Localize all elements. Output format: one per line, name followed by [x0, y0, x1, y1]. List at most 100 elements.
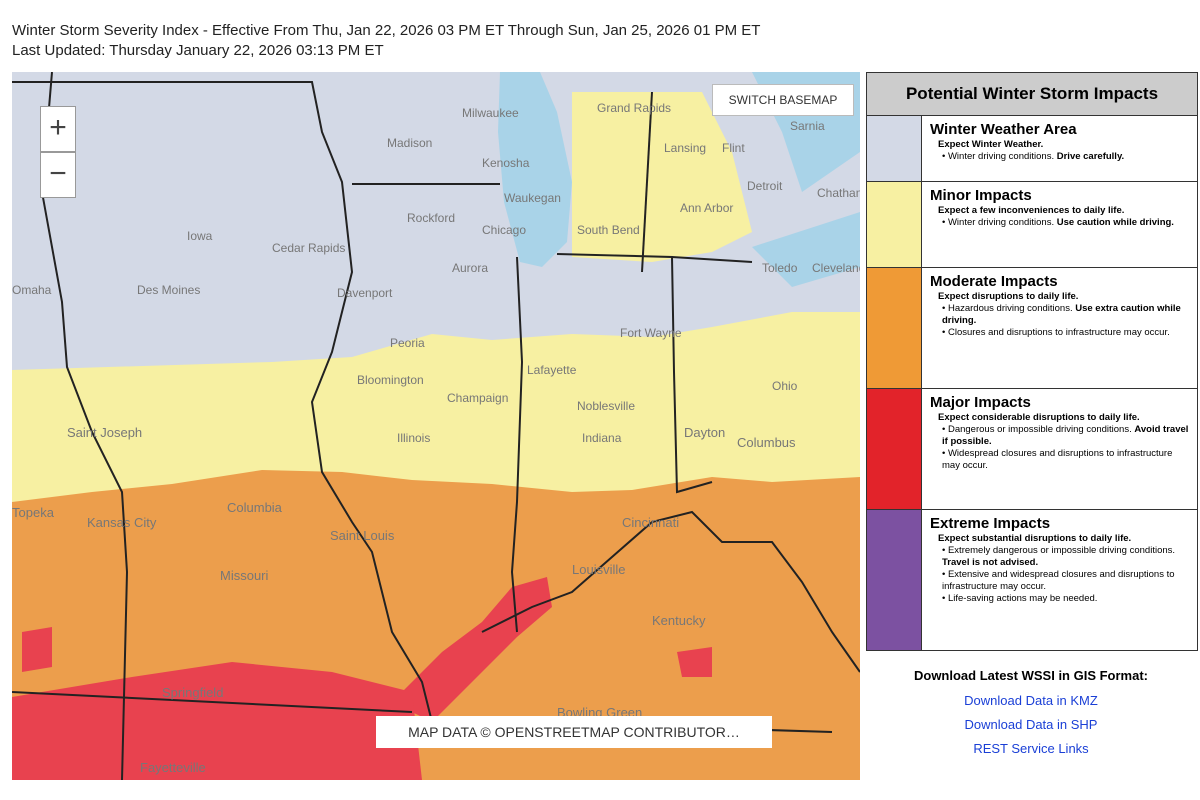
map-label: Kentucky [652, 613, 706, 628]
legend-summary: Expect considerable disruptions to daily… [938, 412, 1140, 423]
map-label: Illinois [397, 431, 430, 445]
switch-basemap[interactable]: SWITCH BASEMAP [712, 84, 854, 116]
map-label: Louisville [572, 562, 625, 577]
legend-bullet: Widespread closures and disruptions to i… [942, 448, 1191, 472]
legend-text: Minor Impacts Expect a few inconveniences… [922, 182, 1180, 267]
downloads-title: Download Latest WSSI in GIS Format: [913, 668, 1148, 683]
map-canvas: Milwaukee Grand Rapids Sarnia Madison Kenosh… [12, 72, 860, 780]
zoom-out[interactable]: − [40, 152, 76, 198]
legend-bullets: Extremely dangerous or impossible drivin… [930, 545, 1191, 605]
map-label: Lafayette [527, 363, 577, 377]
map-label: Omaha [12, 283, 52, 297]
bullet-text: Extremely dangerous or impossible drivin… [947, 545, 1176, 556]
legend-bullet: Hazardous driving conditions. Use extra … [942, 303, 1191, 327]
legend-swatch [867, 182, 922, 267]
legend-title: Potential Winter Storm Impacts [867, 73, 1197, 116]
map-label: Toledo [762, 261, 798, 275]
map-label: Grand Rapids [597, 101, 671, 115]
bullet-text: Hazardous driving conditions. [947, 303, 1076, 314]
legend-summary: Expect Winter Weather. [938, 139, 1044, 150]
legend-text: Extreme Impacts Expect substantial disrup… [922, 510, 1197, 650]
map-label: Fayetteville [140, 760, 206, 775]
map-label: Ann Arbor [680, 201, 733, 215]
legend-bullets: Winter driving conditions. Use caution w… [930, 217, 1174, 229]
legend-bullets: Dangerous or impossible driving conditio… [930, 424, 1191, 472]
map-label: Dayton [684, 425, 725, 440]
map-label: Champaign [447, 391, 508, 405]
legend-row: Minor Impacts Expect a few inconveniences… [867, 182, 1197, 268]
legend-bullet: Life-saving actions may be needed. [942, 593, 1191, 605]
legend-bullet: Closures and disruptions to infrastructu… [942, 327, 1191, 339]
zoom-in[interactable]: + [40, 106, 76, 152]
legend-row: Winter Weather Area Expect Winter Weather… [867, 116, 1197, 182]
legend-bullet: Extensive and widespread closures and di… [942, 569, 1191, 593]
map-label: Des Moines [137, 283, 200, 297]
map-label: Rockford [407, 211, 455, 225]
map-label: South Bend [577, 223, 640, 237]
bullet-text: Dangerous or impossible driving conditio… [947, 424, 1135, 435]
map-label: Fort Wayne [620, 326, 682, 340]
download-link[interactable]: Download Data in KMZ [964, 693, 1098, 708]
bullet-emphasis: Travel is not advised. [942, 557, 1039, 568]
bullet-text: Life-saving actions may be needed. [947, 593, 1098, 604]
map-label: Kenosha [482, 156, 530, 170]
map-label: Milwaukee [462, 106, 519, 120]
bullet-text: Closures and disruptions to infrastructu… [947, 327, 1170, 338]
map-label: Kansas City [87, 515, 157, 530]
download-link[interactable]: Download Data in SHP [964, 717, 1098, 732]
map-label: Noblesville [577, 399, 635, 413]
legend-swatch [867, 116, 922, 181]
map-label: Chicago [482, 223, 526, 237]
bullet-text: Winter driving conditions. [947, 217, 1057, 228]
map-label: Columbus [737, 435, 796, 450]
legend-bullet: Dangerous or impossible driving conditio… [942, 424, 1191, 448]
legend-row: Major Impacts Expect considerable disrupt… [867, 389, 1197, 510]
map-label: Chatham [817, 186, 860, 200]
legend-name: Minor Impacts [930, 187, 1032, 204]
map-label: Springfield [162, 685, 223, 700]
map-label: Sarnia [790, 119, 825, 133]
bullet-emphasis: Use caution while driving. [1056, 217, 1174, 228]
legend-name: Moderate Impacts [930, 273, 1058, 290]
map-label: Aurora [452, 261, 488, 275]
legend-swatch [867, 268, 922, 388]
legend-text: Major Impacts Expect considerable disrupt… [922, 389, 1197, 509]
legend-text: Moderate Impacts Expect disruptions to da… [922, 268, 1197, 388]
legend-name: Winter Weather Area [930, 121, 1077, 138]
map-label: Waukegan [504, 191, 561, 205]
map-label: Indiana [582, 431, 622, 445]
map-label: Cedar Rapids [272, 241, 345, 255]
legend-summary: Expect substantial disruptions to daily … [938, 533, 1132, 544]
legend-bullets: Winter driving conditions. Drive careful… [930, 151, 1124, 163]
attribution[interactable]: MAP DATA © OPENSTREETMAP CONTRIBUTOR… [376, 716, 772, 748]
bullet-emphasis: Use extra caution while driving. [942, 303, 1181, 326]
legend-bullet: Winter driving conditions. Drive careful… [942, 151, 1124, 163]
legend-bullets: Hazardous driving conditions. Use extra … [930, 303, 1191, 339]
map-label: Madison [387, 136, 432, 150]
map[interactable]: Milwaukee Grand Rapids Sarnia Madison Kenosh… [12, 72, 860, 780]
legend-bullet: Winter driving conditions. Use caution w… [942, 217, 1174, 229]
legend-swatch [867, 510, 922, 650]
bullet-emphasis: Drive carefully. [1056, 151, 1125, 162]
map-label: Lansing [664, 141, 706, 155]
legend-summary: Expect a few inconveniences to daily lif… [938, 205, 1125, 216]
legend-row: Moderate Impacts Expect disruptions to da… [867, 268, 1197, 389]
downloads: Download Latest WSSI in GIS Format: Down… [866, 668, 1196, 765]
legend-name: Major Impacts [930, 394, 1031, 411]
legend-text: Winter Weather Area Expect Winter Weather… [922, 116, 1130, 181]
map-label: Iowa [187, 229, 213, 243]
map-label: Cincinnati [622, 515, 679, 530]
map-label: Ohio [772, 379, 798, 393]
download-link[interactable]: REST Service Links [973, 741, 1089, 756]
legend: Potential Winter Storm Impacts Winter We… [866, 72, 1198, 651]
map-label: Davenport [337, 286, 393, 300]
map-label: Topeka [12, 505, 55, 520]
map-label: Saint Joseph [67, 425, 142, 440]
map-label: Detroit [747, 179, 783, 193]
map-label: Cleveland [812, 261, 860, 275]
updated: Last Updated: Thursday January 22, 2026 … [12, 42, 384, 59]
map-label: Saint Louis [330, 528, 395, 543]
map-label: Missouri [220, 568, 269, 583]
map-label: Flint [722, 141, 745, 155]
